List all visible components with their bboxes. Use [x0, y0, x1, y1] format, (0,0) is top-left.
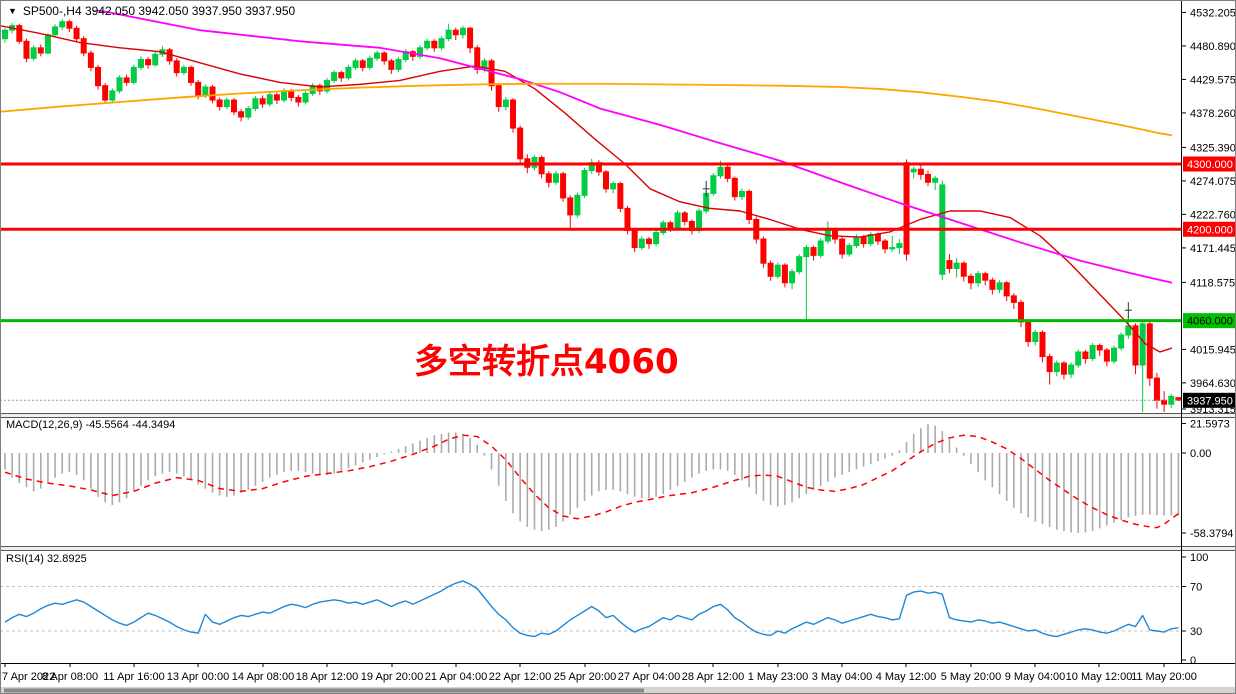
price-tick-label: 4171.445 — [1190, 243, 1236, 255]
scrollbar-thumb[interactable] — [4, 688, 644, 693]
date-tick-label: 11 May 20:00 — [1131, 671, 1197, 683]
macd-tick-label: 0.00 — [1190, 448, 1211, 460]
date-tick-label: 5 May 20:00 — [941, 671, 1002, 683]
macd-panel — [4, 424, 1180, 534]
price-tick-label: 4118.575 — [1190, 277, 1235, 289]
date-tick-label: 8 Apr 08:00 — [42, 671, 98, 683]
price-tick-label: 4222.760 — [1190, 209, 1236, 221]
ma-slow-orange — [0, 82, 1173, 137]
date-tick-label: 28 Apr 12:00 — [682, 671, 744, 683]
price-tick-label: 4325.390 — [1190, 142, 1236, 154]
date-tick-label: 1 May 23:00 — [748, 671, 809, 683]
date-tick-label: 21 Apr 04:00 — [425, 671, 487, 683]
ma-mid-magenta — [90, 10, 1173, 284]
price-badge: 4200.000 — [1187, 224, 1233, 236]
price-tick-label: 4532.205 — [1190, 7, 1236, 19]
date-tick-label: 9 May 04:00 — [1005, 671, 1066, 683]
date-tick-label: 22 Apr 12:00 — [489, 671, 551, 683]
panel-separator[interactable] — [0, 413, 1236, 418]
rsi-panel — [0, 580, 1181, 638]
price-badge: 3937.950 — [1187, 395, 1233, 407]
price-tick-label: 4429.575 — [1190, 74, 1236, 86]
price-tick-label: 4274.075 — [1190, 176, 1236, 188]
macd-signal-line — [4, 434, 1179, 529]
date-tick-label: 18 Apr 12:00 — [296, 671, 358, 683]
date-tick-label: 10 May 12:00 — [1066, 671, 1133, 683]
price-badge: 4300.000 — [1187, 159, 1233, 171]
rsi-tick-label: 70 — [1190, 582, 1202, 594]
macd-tick-label: -58.3794 — [1190, 528, 1233, 540]
ma-fast-red — [0, 24, 1173, 353]
price-axis[interactable]: 4532.205 4480.890 4429.575 4378.260 4325.390… — [1181, 0, 1236, 667]
rsi-tick-label: 0 — [1190, 655, 1196, 667]
price-tick-label: 4015.945 — [1190, 344, 1236, 356]
price-tick-label: 4480.890 — [1190, 41, 1236, 53]
macd-tick-label: 21.5973 — [1190, 418, 1230, 430]
price-tick-label: 4378.260 — [1190, 108, 1236, 120]
date-tick-label: 19 Apr 20:00 — [361, 671, 423, 683]
date-tick-label: 13 Apr 00:00 — [167, 671, 229, 683]
date-tick-label: 3 May 04:00 — [812, 671, 873, 683]
price-tick-label: 3964.630 — [1190, 378, 1236, 390]
date-tick-label: 7 Apr 2022 — [2, 671, 55, 683]
price-badge: 4060.000 — [1187, 316, 1233, 328]
date-tick-label: 4 May 12:00 — [876, 671, 937, 683]
moving-averages-layer — [0, 10, 1173, 353]
rsi-tick-label: 100 — [1190, 552, 1208, 564]
date-tick-label: 11 Apr 16:00 — [103, 671, 165, 683]
date-tick-label: 25 Apr 20:00 — [554, 671, 616, 683]
date-tick-label: 14 Apr 08:00 — [232, 671, 294, 683]
panel-separator[interactable] — [0, 546, 1236, 551]
rsi-tick-label: 30 — [1190, 626, 1202, 638]
date-tick-label: 27 Apr 04:00 — [618, 671, 680, 683]
rsi-line — [4, 580, 1179, 638]
